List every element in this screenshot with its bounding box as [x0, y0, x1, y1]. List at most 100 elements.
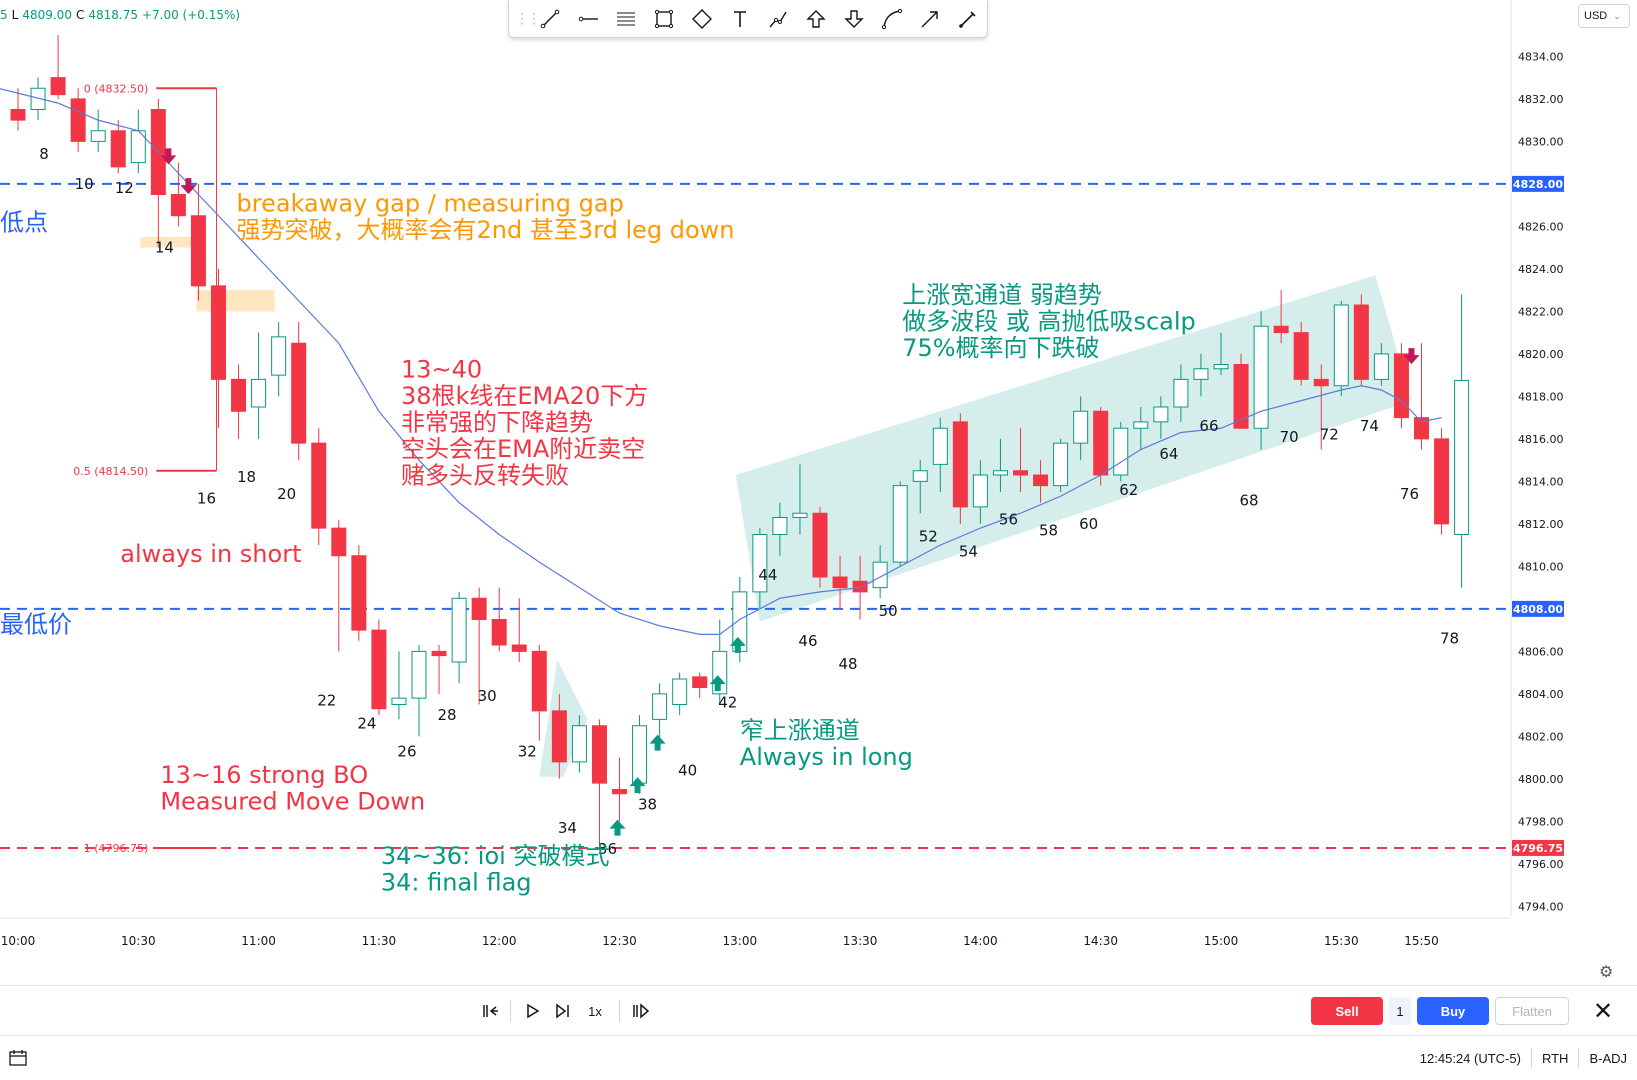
candle-body: [351, 555, 367, 631]
candle-body: [672, 678, 688, 705]
path-icon[interactable]: [759, 4, 797, 34]
annotation-text: 低点: [0, 209, 48, 237]
candle-body: [431, 650, 447, 657]
adjustment-toggle[interactable]: B-ADJ: [1589, 1050, 1627, 1066]
candle: [531, 645, 547, 741]
candle-body: [1333, 304, 1349, 387]
session-toggle[interactable]: RTH: [1541, 1050, 1569, 1066]
candle: [291, 322, 307, 461]
rotated-rectangle-icon[interactable]: [683, 4, 721, 34]
candle-body: [211, 285, 226, 380]
parallel-channel-icon[interactable]: [607, 4, 645, 34]
price-line-tag-label: 4796.75: [1513, 842, 1563, 855]
trend-line-icon[interactable]: [531, 4, 569, 34]
annotation-line: 低点: [0, 209, 48, 237]
down-arrow-marker: [160, 148, 177, 165]
candle: [1193, 353, 1209, 397]
annotation-text: always in short: [120, 540, 301, 568]
candle: [331, 519, 347, 652]
candle: [130, 109, 146, 174]
ohlc-legend: 5 L 4809.00 C 4818.75 +7.00 (+0.15%): [0, 8, 244, 22]
drag-handle-icon[interactable]: ⋮⋮: [515, 10, 541, 26]
candle: [752, 528, 768, 609]
candle-body: [852, 580, 868, 593]
candle: [872, 545, 888, 599]
bar-number-label: 16: [197, 489, 216, 507]
buy-button[interactable]: Buy: [1417, 997, 1489, 1025]
clock-time[interactable]: 12:45:24 (UTC-5): [1419, 1050, 1521, 1066]
annotation-line: 非常强的下降趋势: [401, 408, 593, 436]
jump-to-realtime-icon[interactable]: [626, 996, 656, 1026]
price-line-tag-label: 4828.00: [1513, 178, 1563, 191]
close-icon[interactable]: ✕: [1592, 997, 1614, 1025]
bar-number-label: 22: [317, 691, 336, 709]
arrow-marker-icon[interactable]: [911, 4, 949, 34]
candle-body: [591, 725, 607, 784]
replay-speed[interactable]: 1x: [588, 1003, 602, 1019]
ohlc-prefix: 5: [0, 8, 8, 22]
bar-number-label: 20: [277, 485, 296, 503]
trade-panel: Sell 1 Buy Flatten ✕: [1311, 986, 1637, 1036]
candle-body: [511, 644, 527, 652]
close-label: C: [75, 8, 85, 22]
price-tick-label: 4802.00: [1518, 730, 1564, 743]
candle: [371, 619, 387, 716]
curve-icon[interactable]: [873, 4, 911, 34]
annotation-text: 13~16 strong BO Measured Move Down: [160, 761, 425, 816]
candle-body: [531, 650, 547, 712]
candle: [190, 183, 206, 301]
candle-body: [331, 527, 347, 557]
arrow-up-icon[interactable]: [797, 4, 835, 34]
candle: [1053, 438, 1069, 492]
text-icon[interactable]: [721, 4, 759, 34]
change-value: +7.00 (+0.15%): [141, 8, 241, 22]
annotation-text: 34~36: ioi 突破模式 34: final flag: [381, 842, 610, 897]
annotation-line: Measured Move Down: [160, 788, 425, 816]
arrow-down-icon[interactable]: [835, 4, 873, 34]
candle: [952, 413, 968, 524]
bar-number-label: 12: [115, 179, 134, 197]
jump-to-start-icon[interactable]: [476, 996, 504, 1026]
bar-number-label: 46: [798, 632, 817, 650]
candle-body: [90, 130, 106, 142]
sell-button[interactable]: Sell: [1311, 997, 1383, 1025]
bar-number-label: 28: [438, 706, 457, 724]
candle-body: [632, 725, 648, 784]
bar-number-label: 78: [1440, 630, 1459, 648]
time-tick-label: 13:30: [843, 934, 878, 948]
candle-body: [1073, 410, 1089, 444]
rectangle-icon[interactable]: [645, 4, 683, 34]
play-icon[interactable]: [517, 996, 547, 1026]
candle-body: [311, 442, 327, 529]
quantity-field[interactable]: 1: [1389, 997, 1411, 1025]
price-chart[interactable]: 0 (4832.50) 0.5 (4814.50) 1 (4796.75) 8 10 12…: [0, 0, 1637, 985]
price-tick-label: 4822.00: [1518, 305, 1564, 318]
bar-number-label: 52: [919, 528, 938, 546]
bar-number-label: 24: [357, 715, 376, 733]
candle: [1353, 294, 1369, 386]
annotation-line: 13~16 strong BO: [160, 761, 368, 789]
chart-settings-gear-icon[interactable]: ⚙: [1599, 964, 1614, 981]
price-line-tag: [1512, 600, 1564, 617]
calendar-goto-icon[interactable]: [8, 1048, 28, 1068]
bar-number-label: 74: [1360, 417, 1379, 435]
time-tick-label: 15:50: [1404, 934, 1439, 948]
fib-level-label: 0.5 (4814.50): [73, 465, 148, 478]
chevron-down-icon: ⌄: [1613, 10, 1621, 21]
candle-body: [50, 77, 66, 96]
candle-body: [1053, 442, 1069, 487]
candle-body: [1353, 304, 1369, 380]
bar-number-label: 56: [999, 511, 1018, 529]
candle: [311, 428, 327, 546]
step-forward-icon[interactable]: [547, 996, 577, 1026]
annotation-text: 窄上涨通道 Always in long: [740, 717, 913, 772]
horizontal-ray-icon[interactable]: [569, 4, 607, 34]
brush-icon[interactable]: [949, 4, 987, 34]
flatten-button[interactable]: Flatten: [1495, 997, 1569, 1025]
candle: [1333, 300, 1349, 397]
price-tick-label: 4812.00: [1518, 518, 1564, 531]
candle: [692, 672, 708, 699]
currency-select[interactable]: USD ⌄: [1578, 4, 1630, 28]
time-tick-label: 10:00: [1, 934, 36, 948]
candle-body: [1153, 406, 1169, 423]
